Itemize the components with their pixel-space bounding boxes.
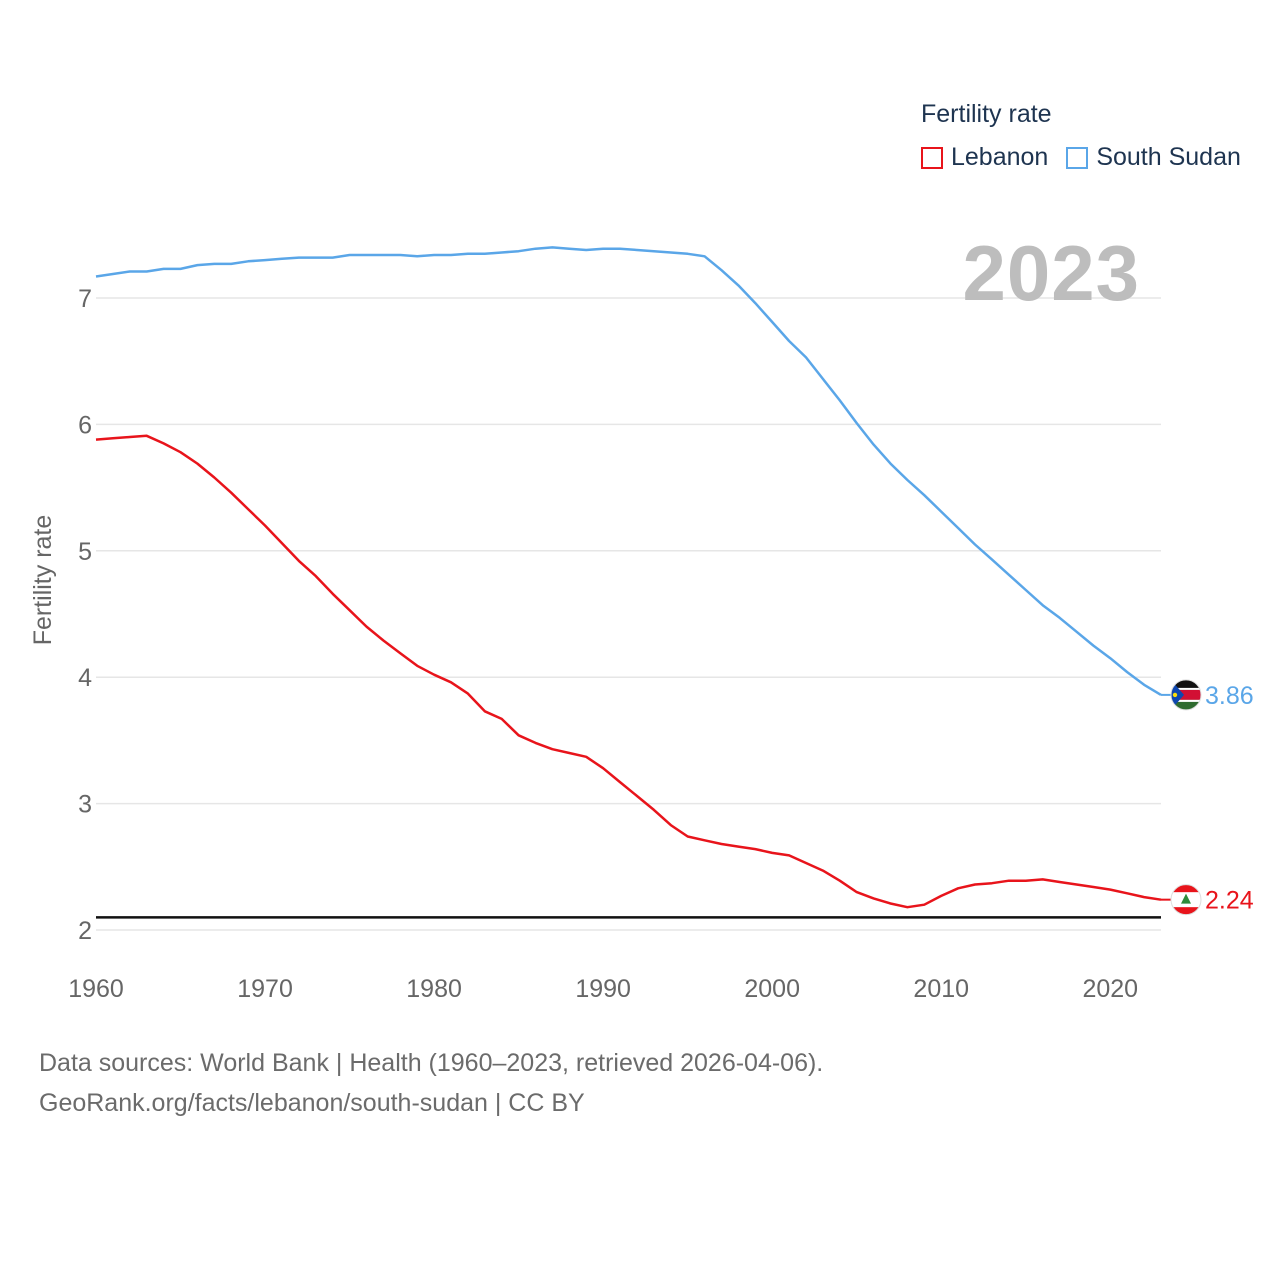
- series-line-lebanon[interactable]: [95, 434, 1162, 909]
- legend-label-south-sudan: South Sudan: [1096, 143, 1241, 171]
- x-tick-label: 1980: [406, 975, 462, 1003]
- legend-item-lebanon[interactable]: Lebanon: [921, 143, 1048, 172]
- y-tick-label: 4: [78, 664, 92, 692]
- x-axis-ticks: 1960 1970 1980 1990 2000 2010 2020: [68, 975, 1138, 1003]
- series-end-markers: 2.24 3.86: [1161, 679, 1254, 916]
- source-line-1: Data sources: World Bank | Health (1960–…: [39, 1049, 824, 1077]
- legend-swatch-lebanon: [921, 146, 943, 169]
- legend-item-south-sudan[interactable]: South Sudan: [1066, 143, 1241, 172]
- legend-label-lebanon: Lebanon: [951, 143, 1049, 171]
- source-note: Data sources: World Bank | Health (1960–…: [39, 1043, 823, 1123]
- y-tick-label: 3: [78, 791, 92, 819]
- year-label: 2023: [962, 229, 1140, 317]
- y-tick-label: 2: [78, 917, 92, 945]
- y-axis-ticks: 2 3 4 5 6 7: [78, 285, 92, 945]
- legend: Lebanon South Sudan: [921, 143, 1259, 172]
- y-axis-label: Fertility rate: [29, 515, 57, 646]
- x-tick-label: 2000: [744, 975, 800, 1003]
- source-line-2[interactable]: GeoRank.org/facts/lebanon/south-sudan | …: [39, 1089, 585, 1117]
- series-lines: [95, 246, 1162, 909]
- lebanon-flag-icon: [1170, 884, 1202, 916]
- south-sudan-flag-icon: [1170, 679, 1202, 711]
- y-tick-label: 5: [78, 538, 92, 566]
- y-tick-label: 7: [78, 285, 92, 313]
- grid-lines: [96, 297, 1161, 931]
- x-tick-label: 1960: [68, 975, 124, 1003]
- x-tick-label: 1990: [575, 975, 631, 1003]
- end-value-label-south-sudan: 3.86: [1205, 682, 1254, 710]
- legend-title: Fertility rate: [921, 100, 1052, 128]
- series-line-south-sudan[interactable]: [95, 246, 1162, 696]
- x-tick-label: 1970: [237, 975, 293, 1003]
- x-tick-label: 2010: [913, 975, 969, 1003]
- legend-swatch-south-sudan: [1066, 146, 1089, 169]
- x-tick-label: 2020: [1082, 975, 1138, 1003]
- end-value-label-lebanon: 2.24: [1205, 887, 1254, 915]
- y-tick-label: 6: [78, 411, 92, 439]
